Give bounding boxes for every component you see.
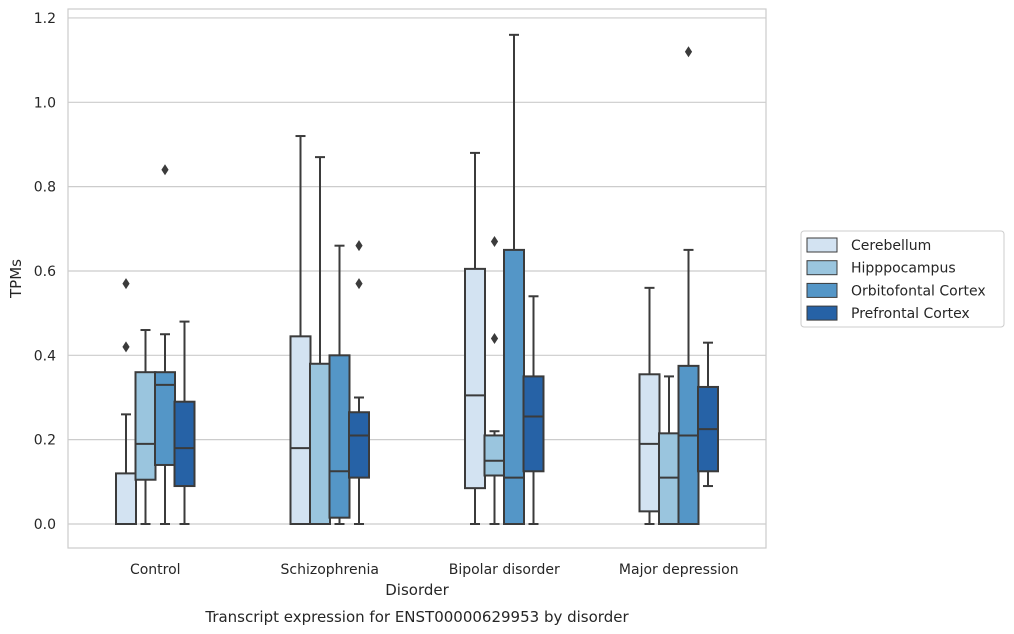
box-iqr (289, 335, 312, 525)
legend-swatch (806, 260, 838, 276)
y-tick-labels: 0.0 0.2 0.4 0.6 0.8 1.0 1.2 (34, 11, 56, 533)
x-tick-label: Major depression (619, 562, 739, 578)
box-iqr (464, 267, 486, 490)
x-tick-label: Control (130, 562, 181, 578)
box-0-0 (115, 278, 137, 525)
box-1-3 (658, 375, 680, 525)
box-iqr (348, 411, 370, 479)
legend-label: Orbitofontal Cortex (851, 283, 986, 299)
y-tick-label: 1.2 (34, 11, 56, 27)
y-tick-label: 1.0 (34, 95, 56, 111)
box-iqr (309, 362, 331, 525)
box-3-0 (173, 320, 196, 525)
outlier-point (684, 46, 693, 58)
box-iqr (503, 248, 525, 526)
y-tick-label: 0.2 (34, 433, 56, 449)
legend-frame (800, 230, 1005, 328)
legend-swatch (806, 282, 838, 298)
box-iqr (134, 371, 157, 481)
box-1-1 (309, 156, 331, 525)
outlier-point (490, 332, 499, 344)
legend: Cerebellum Hipppocampus Orbitofontal Corte… (800, 230, 1005, 328)
box-iqr (154, 371, 176, 466)
box-3-1 (348, 240, 370, 525)
x-tick-label: Schizophrenia (281, 562, 379, 578)
y-axis-label: TPMs (7, 259, 25, 299)
y-tick-label: 0.4 (34, 348, 56, 364)
outlier-point (122, 278, 130, 290)
box-iqr (115, 472, 137, 525)
box-iqr (328, 354, 351, 519)
box-2-3 (677, 46, 700, 525)
outlier-point (122, 341, 130, 353)
legend-swatch (806, 237, 838, 253)
box-1-0 (134, 329, 157, 525)
box-3-2 (522, 295, 545, 525)
outlier-point (355, 240, 363, 252)
legend-label: Prefrontal Cortex (851, 306, 970, 322)
x-axis-label: Disorder (385, 581, 449, 599)
box-iqr (483, 434, 506, 477)
box-0-2 (464, 151, 486, 525)
box-1-2 (483, 235, 506, 525)
legend-label: Cerebellum (851, 238, 931, 254)
outlier-point (161, 164, 169, 176)
box-iqr (173, 400, 196, 488)
box-iqr (522, 375, 545, 473)
y-tick-label: 0.0 (34, 517, 56, 533)
outlier-point (355, 278, 363, 290)
x-tick-label: Bipolar disorder (449, 562, 560, 578)
x-tick-labels: Control Schizophrenia Bipolar disorder Majo… (130, 562, 739, 578)
box-iqr (677, 364, 700, 525)
legend-label: Hipppocampus (851, 261, 956, 277)
box-2-1 (328, 244, 351, 525)
box-2-2 (503, 33, 525, 526)
chart-caption: Transcript expression for ENST0000062995… (204, 608, 629, 626)
y-tick-label: 0.8 (34, 180, 56, 196)
box-3-3 (697, 341, 719, 488)
legend-swatch (806, 305, 838, 321)
box-iqr (658, 432, 680, 525)
boxes (115, 33, 719, 526)
box-iqr (638, 373, 661, 513)
outlier-point (490, 235, 499, 247)
y-tick-label: 0.6 (34, 264, 56, 280)
